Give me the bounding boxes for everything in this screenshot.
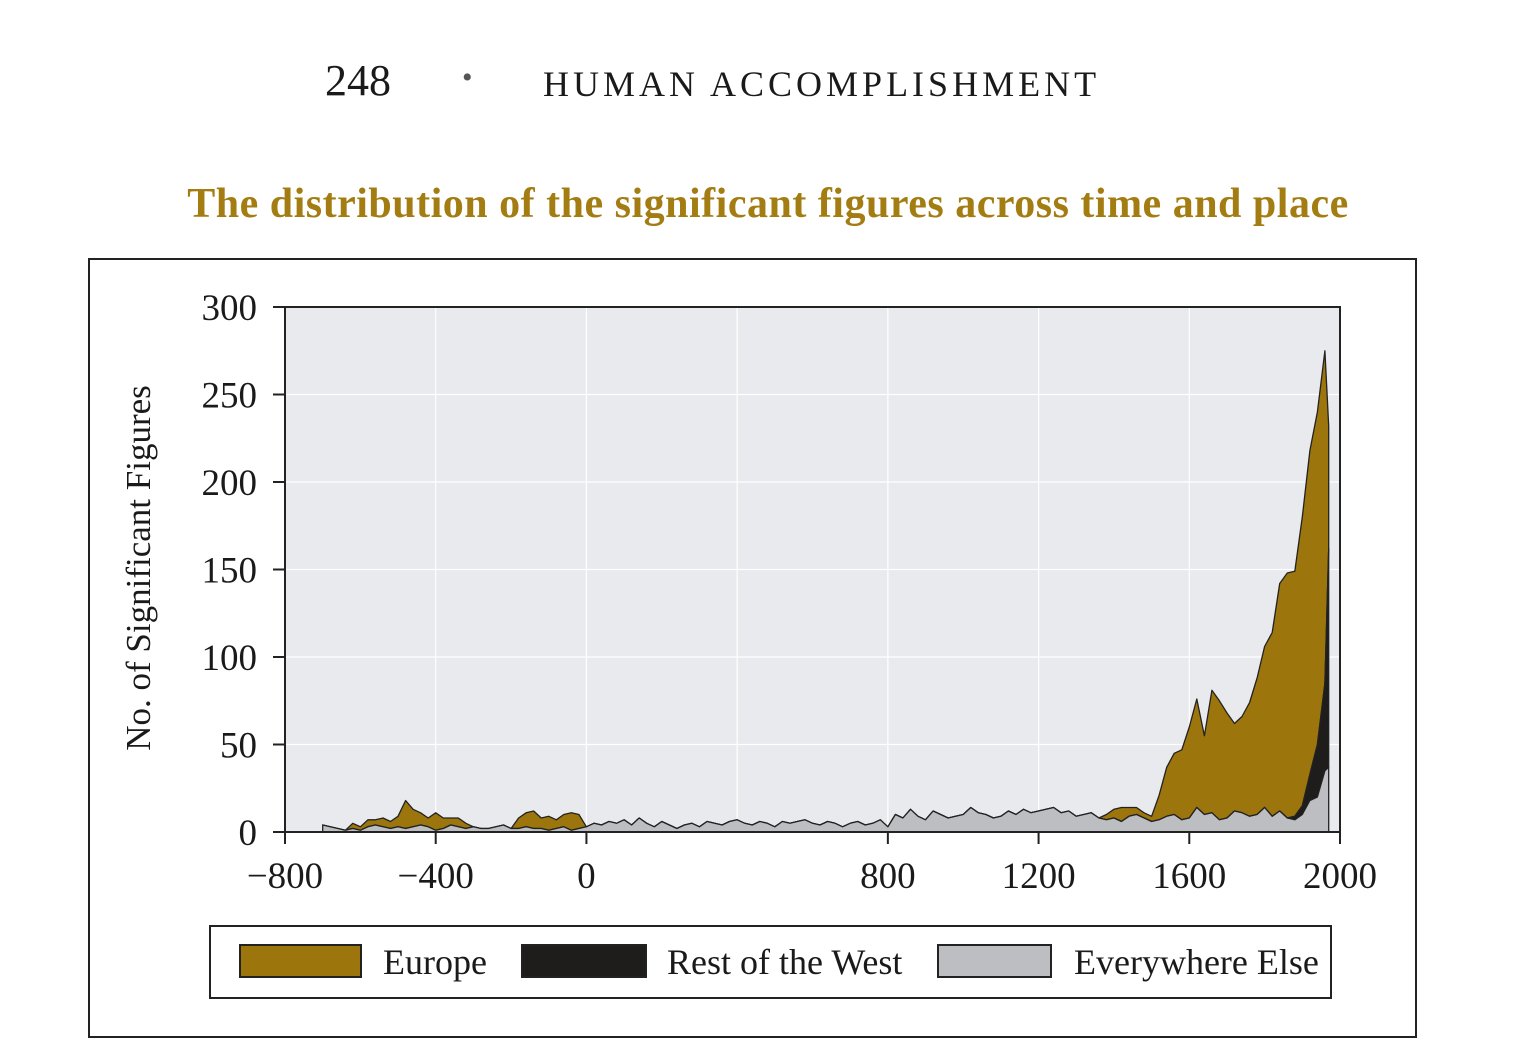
figure-title: The distribution of the significant figu… [187, 181, 1349, 227]
legend-label-rest-of-west: Rest of the West [667, 942, 903, 982]
separator-bullet: • [462, 61, 473, 94]
legend-swatch-europe [239, 944, 362, 978]
y-tick-label: 200 [202, 463, 258, 504]
x-tick-label: −800 [247, 856, 323, 897]
x-tick-label: 1600 [1152, 856, 1226, 897]
y-tick-label: 100 [202, 638, 258, 679]
page-number: 248 [325, 56, 391, 105]
y-tick-label: 250 [202, 376, 258, 417]
x-tick-label: 800 [860, 856, 916, 897]
legend-swatch-everywhere-else [937, 944, 1052, 978]
y-tick-label: 0 [239, 813, 258, 854]
y-tick-label: 150 [202, 551, 258, 592]
legend-swatch-rest-of-west [521, 944, 647, 978]
running-head: 248 • HUMAN ACCOMPLISHMENT [0, 55, 1536, 115]
legend: Europe Rest of the West Everywhere Else [209, 925, 1332, 999]
x-tick-label: −400 [398, 856, 474, 897]
x-tick-label: 1200 [1002, 856, 1076, 897]
x-tick-label: 2000 [1303, 856, 1377, 897]
axes: 0 50 100 150 200 250 300 −800 −400 0 800 1200 1600 20… [202, 288, 1378, 897]
y-axis-label: No. of Significant Figures [119, 385, 158, 751]
legend-label-europe: Europe [383, 942, 487, 982]
x-tick-label: 0 [577, 856, 596, 897]
book-title: HUMAN ACCOMPLISHMENT [543, 64, 1101, 104]
y-tick-label: 50 [220, 726, 257, 767]
y-tick-label: 300 [202, 288, 258, 329]
legend-label-everywhere-else: Everywhere Else [1074, 942, 1319, 982]
